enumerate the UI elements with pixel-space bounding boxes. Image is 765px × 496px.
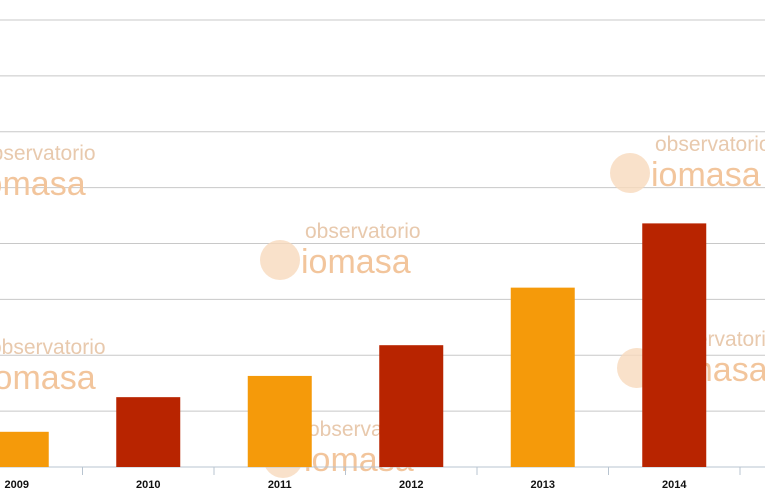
watermark-top: observatorio [305,220,421,243]
x-tick-label: 2014 [662,479,687,491]
watermark-bottom: iomasa [301,243,411,281]
x-tick-label: 2010 [136,479,160,491]
watermark-logo [610,153,650,193]
x-tick-label: 2012 [399,479,423,491]
watermark-bottom: iomasa [0,359,96,397]
bar [379,345,444,467]
watermark-top: observatorio [0,336,106,359]
x-tick-label: 2013 [531,479,555,491]
bar [642,223,707,467]
watermark-top: observatorio [655,133,765,156]
bar [510,287,575,467]
watermark-bottom: iomasa [651,156,761,194]
bar [247,375,312,467]
x-tick-label: 2011 [268,479,292,491]
watermark-bottom: iomasa [0,165,86,203]
bar [116,397,181,467]
watermark-top: observatorio [0,142,96,165]
x-tick-label: 2009 [5,479,29,491]
watermark-logo [260,240,300,280]
bar [0,431,49,467]
